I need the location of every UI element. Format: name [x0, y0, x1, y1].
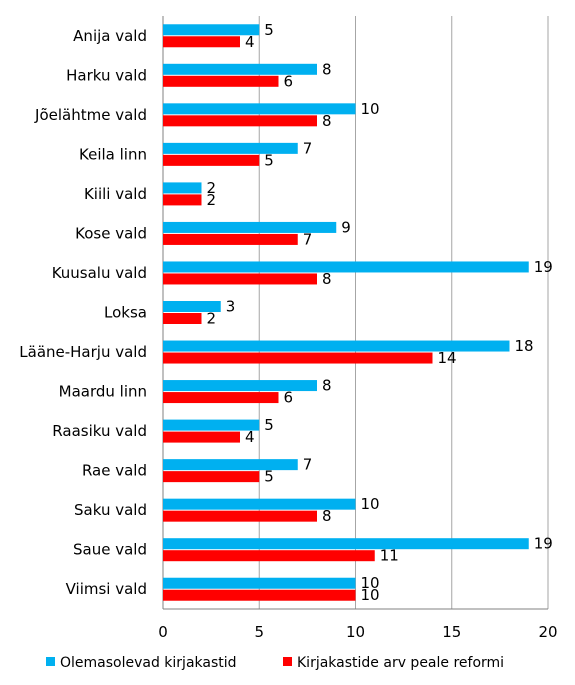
- data-label-kose-vald-s1: 7: [303, 230, 313, 248]
- data-label-saue-vald-s0: 19: [534, 535, 553, 553]
- bar-raasiku-vald-s1: [163, 431, 240, 443]
- data-label-keila-linn-s0: 7: [303, 139, 313, 157]
- bar-kose-vald-s1: [163, 233, 298, 245]
- bar-loksa-s0: [163, 301, 221, 312]
- data-label-raasiku-vald-s1: 4: [245, 428, 255, 446]
- bar-laane-harju-vald-s1: [163, 352, 433, 364]
- data-label-kose-vald-s0: 9: [341, 218, 351, 236]
- legend-swatch-olemasolevad: [46, 657, 55, 666]
- gridlines: [162, 16, 549, 610]
- bar-maardu-linn-s0: [163, 380, 317, 392]
- category-label-laane-harju-vald: Lääne-Harju vald: [19, 343, 147, 361]
- x-tick-20: 20: [538, 623, 557, 641]
- bar-kiili-vald-s0: [163, 182, 202, 194]
- data-label-kiili-vald-s1: 2: [207, 191, 217, 209]
- category-label-maardu-linn: Maardu linn: [59, 383, 147, 401]
- category-label-saue-vald: Saue vald: [73, 541, 147, 559]
- category-label-anija-vald: Anija vald: [73, 27, 147, 45]
- data-label-loksa-s0: 3: [226, 298, 236, 316]
- data-label-maardu-linn-s1: 6: [284, 389, 294, 407]
- bar-anija-vald-s1: [163, 36, 240, 48]
- data-label-joelahtme-vald-s0: 10: [361, 100, 380, 118]
- category-label-kiili-vald: Kiili vald: [84, 185, 147, 203]
- data-label-harku-vald-s1: 6: [284, 72, 294, 90]
- data-label-saku-vald-s0: 10: [361, 495, 380, 513]
- data-label-kuusalu-vald-s1: 8: [322, 270, 332, 288]
- bar-laane-harju-vald-s0: [163, 340, 510, 352]
- bar-kose-vald-s0: [163, 221, 337, 233]
- category-label-saku-vald: Saku vald: [74, 501, 147, 519]
- data-label-harku-vald-s0: 8: [322, 60, 332, 78]
- legend-swatch-peale-reformi: [283, 657, 292, 666]
- data-label-laane-harju-vald-s1: 14: [438, 349, 457, 367]
- bar-saue-vald-s0: [163, 538, 529, 550]
- category-label-loksa: Loksa: [104, 304, 147, 322]
- bar-anija-vald-s0: [163, 24, 260, 36]
- legend-label-peale-reformi: Kirjakastide arv peale reformi: [297, 655, 504, 671]
- bar-kuusalu-vald-s0: [163, 261, 529, 273]
- bar-harku-vald-s1: [163, 75, 279, 87]
- x-tick-5: 5: [254, 623, 264, 641]
- data-label-anija-vald-s0: 5: [264, 21, 274, 39]
- data-label-loksa-s1: 2: [207, 310, 217, 328]
- legend: Olemasolevad kirjakastid Kirjakastide ar…: [46, 655, 504, 671]
- data-label-kiili-vald-s0: 2: [207, 179, 217, 197]
- x-tick-15: 15: [442, 623, 461, 641]
- x-axis-ticks: 0 5 10 15 20: [158, 623, 557, 641]
- bar-loksa-s1: [163, 313, 202, 324]
- category-label-kose-vald: Kose vald: [75, 224, 147, 242]
- bars: [163, 24, 529, 601]
- data-label-rae-vald-s1: 5: [264, 468, 274, 486]
- data-label-anija-vald-s1: 4: [245, 33, 255, 51]
- data-label-raasiku-vald-s0: 5: [264, 416, 274, 434]
- bar-maardu-linn-s1: [163, 392, 279, 404]
- bar-joelahtme-vald-s0: [163, 103, 356, 115]
- data-label-viimsi-vald-s0: 10: [361, 574, 380, 592]
- bar-saku-vald-s1: [163, 510, 317, 522]
- bar-harku-vald-s0: [163, 63, 317, 75]
- data-label-laane-harju-vald-s0: 18: [515, 337, 534, 355]
- bar-raasiku-vald-s0: [163, 419, 260, 431]
- bar-keila-linn-s0: [163, 142, 298, 154]
- bar-rae-vald-s1: [163, 471, 260, 483]
- bar-rae-vald-s0: [163, 459, 298, 471]
- category-label-kuusalu-vald: Kuusalu vald: [52, 264, 147, 282]
- category-labels: Anija vald Harku vald Jõelähtme vald Keila …: [19, 27, 147, 598]
- data-label-joelahtme-vald-s1: 8: [322, 112, 332, 130]
- bar-saue-vald-s1: [163, 550, 375, 562]
- data-label-keila-linn-s1: 5: [264, 151, 274, 169]
- category-label-joelahtme-vald: Jõelähtme vald: [34, 106, 147, 124]
- legend-label-olemasolevad: Olemasolevad kirjakastid: [60, 655, 237, 671]
- bar-keila-linn-s1: [163, 154, 260, 166]
- data-label-rae-vald-s0: 7: [303, 456, 313, 474]
- bar-joelahtme-vald-s1: [163, 115, 317, 127]
- data-label-viimsi-vald-s1: 10: [361, 586, 380, 604]
- category-label-rae-vald: Rae vald: [82, 462, 147, 480]
- category-label-raasiku-vald: Raasiku vald: [52, 422, 147, 440]
- x-tick-10: 10: [346, 623, 365, 641]
- data-label-saue-vald-s1: 11: [380, 547, 399, 565]
- bar-viimsi-vald-s0: [163, 577, 356, 589]
- bar-viimsi-vald-s1: [163, 589, 356, 601]
- data-label-saku-vald-s1: 8: [322, 507, 332, 525]
- data-label-maardu-linn-s0: 8: [322, 377, 332, 395]
- category-label-viimsi-vald: Viimsi vald: [66, 580, 147, 598]
- bar-saku-vald-s0: [163, 498, 356, 510]
- category-label-keila-linn: Keila linn: [79, 145, 147, 163]
- data-label-kuusalu-vald-s0: 19: [534, 258, 553, 276]
- x-tick-0: 0: [158, 623, 168, 641]
- bar-kuusalu-vald-s1: [163, 273, 317, 285]
- bar-kiili-vald-s1: [163, 194, 202, 206]
- category-label-harku-vald: Harku vald: [66, 66, 147, 84]
